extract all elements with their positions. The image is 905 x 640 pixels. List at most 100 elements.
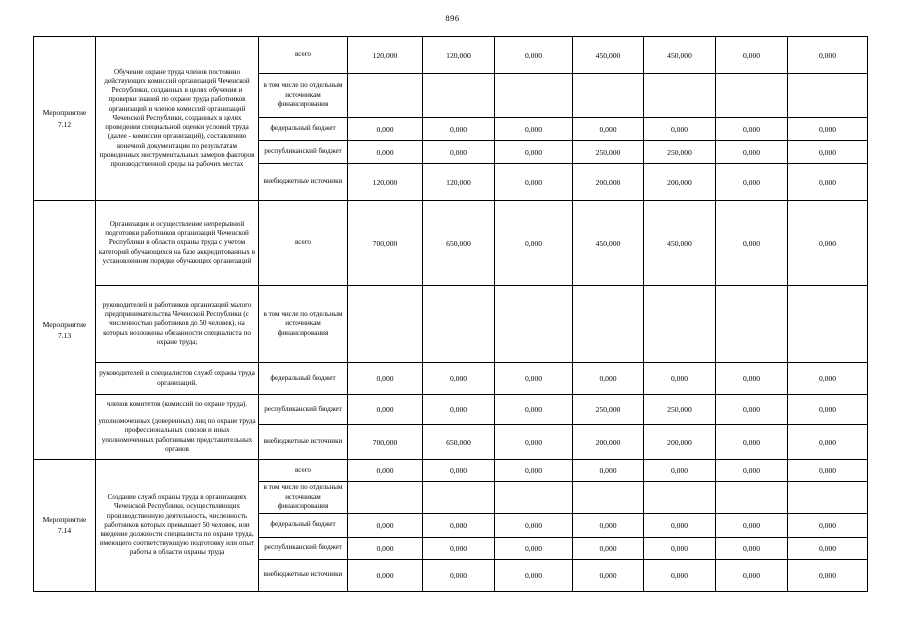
value-cell: 0,000 [494, 512, 573, 538]
value-cell: 0,000 [347, 512, 423, 538]
value-cell: 0,000 [643, 117, 716, 141]
value-cell: 0,000 [715, 536, 788, 560]
activity-cell: Мероприятие 7.14 [33, 459, 96, 592]
value-cell: 0,000 [787, 512, 868, 538]
value-cell: 0,000 [715, 200, 788, 286]
value-cell: 0,000 [787, 536, 868, 560]
value-cell: 0,000 [643, 362, 716, 395]
table-row: Мероприятие 7.14 Создание служб охраны тр… [33, 459, 868, 592]
value-cell: 250,000 [572, 394, 644, 425]
description-paragraph: Обучение охране труда членов постоянно д… [99, 67, 255, 168]
value-cell: 0,000 [715, 36, 788, 74]
value-cell [572, 481, 644, 514]
value-cell: 0,000 [347, 140, 423, 164]
value-cell: 0,000 [494, 140, 573, 164]
source-label-cell: федеральный бюджет [258, 512, 348, 538]
value-cell: 650,000 [422, 200, 495, 286]
value-cell: 450,000 [572, 200, 644, 286]
source-label-cell: всего [258, 36, 348, 74]
value-cell: 0,000 [347, 558, 423, 592]
description-paragraph: Создание служб охраны труда в организаци… [99, 493, 255, 557]
value-cell: 700,000 [347, 200, 423, 286]
value-cell: 0,000 [643, 536, 716, 560]
description-cell: членов комитетов (комиссий по охране тру… [95, 394, 259, 460]
financing-table: Мероприятие 7.12 Обучение охране труда чл… [33, 36, 868, 592]
source-label-cell: республиканский бюджет [258, 394, 348, 425]
description-cell: руководителей и специалистов служб охран… [95, 362, 259, 395]
description-paragraph: уполномоченных (доверенных) лиц по охран… [98, 417, 256, 453]
value-cell: 0,000 [787, 163, 868, 201]
table-row: республиканский бюджет 0,000 0,000 0,000 250… [34, 140, 868, 164]
value-cell [787, 481, 868, 514]
value-cell: 0,000 [715, 117, 788, 141]
value-cell: 0,000 [715, 362, 788, 395]
value-cell: 0,000 [715, 394, 788, 425]
value-cell [643, 73, 716, 118]
value-cell [422, 285, 495, 363]
value-cell: 0,000 [422, 558, 495, 592]
value-cell: 250,000 [572, 140, 644, 164]
value-cell [422, 481, 495, 514]
source-label-cell: федеральный бюджет [258, 362, 348, 395]
page-number: 896 [445, 13, 460, 23]
value-cell: 200,000 [572, 424, 644, 460]
value-cell [643, 481, 716, 514]
value-cell: 0,000 [494, 536, 573, 560]
activity-cell: Мероприятие 7.13 [33, 200, 96, 460]
value-cell: 0,000 [787, 200, 868, 286]
source-label-cell: в том числе по отдельным источникам фина… [258, 481, 348, 514]
activity-cell: Мероприятие 7.12 [33, 36, 96, 201]
value-cell: 450,000 [643, 200, 716, 286]
description-cell: Организация и осуществление непрерывной … [95, 200, 259, 286]
value-cell: 0,000 [787, 424, 868, 460]
value-cell [494, 481, 573, 514]
description-paragraph: Организация и осуществление непрерывной … [98, 219, 256, 265]
value-cell [787, 73, 868, 118]
source-label-cell: в том числе по отдельным источникам фина… [258, 73, 348, 118]
value-cell: 250,000 [643, 394, 716, 425]
value-cell [715, 285, 788, 363]
value-cell: 0,000 [715, 163, 788, 201]
value-cell: 0,000 [494, 200, 573, 286]
value-cell: 0,000 [643, 459, 716, 482]
value-cell [715, 73, 788, 118]
value-cell: 0,000 [422, 140, 495, 164]
value-cell [422, 73, 495, 118]
value-cell: 0,000 [787, 394, 868, 425]
value-cell: 0,000 [422, 394, 495, 425]
value-cell: 120,000 [347, 163, 423, 201]
table-row: членов комитетов (комиссий по охране тру… [34, 394, 868, 460]
value-cell: 200,000 [643, 163, 716, 201]
value-cell: 0,000 [572, 558, 644, 592]
table-row: внебюджетные источники 120,000 120,000 0,00… [34, 163, 868, 201]
value-cell: 0,000 [572, 362, 644, 395]
value-cell: 0,000 [422, 117, 495, 141]
value-cell: 0,000 [787, 117, 868, 141]
value-cell: 700,000 [347, 424, 423, 460]
source-label-cell: всего [258, 459, 348, 482]
table-row: федеральный бюджет 0,000 0,000 0,000 0,000 0,… [34, 512, 868, 538]
value-cell: 0,000 [347, 536, 423, 560]
value-cell [347, 481, 423, 514]
value-cell: 0,000 [787, 140, 868, 164]
value-cell: 0,000 [347, 117, 423, 141]
value-cell: 0,000 [347, 362, 423, 395]
description-cell: руководителей и работников организаций м… [95, 285, 259, 363]
value-cell: 120,000 [347, 36, 423, 74]
value-cell: 0,000 [347, 394, 423, 425]
value-cell: 0,000 [715, 558, 788, 592]
value-cell: 0,000 [422, 459, 495, 482]
description-paragraph: членов комитетов (комиссий по охране тру… [106, 399, 248, 408]
source-label-cell: республиканский бюджет [258, 140, 348, 164]
source-label-cell: внебюджетные источники [258, 424, 348, 460]
value-cell: 120,000 [422, 163, 495, 201]
source-label-cell: федеральный бюджет [258, 117, 348, 141]
value-cell [494, 285, 573, 363]
table-row: в том числе по отдельным источникам фина… [34, 73, 868, 118]
table-row: руководителей и работников организаций м… [34, 285, 868, 363]
value-cell: 0,000 [572, 459, 644, 482]
value-cell [347, 285, 423, 363]
value-cell [572, 285, 644, 363]
value-cell: 0,000 [787, 558, 868, 592]
